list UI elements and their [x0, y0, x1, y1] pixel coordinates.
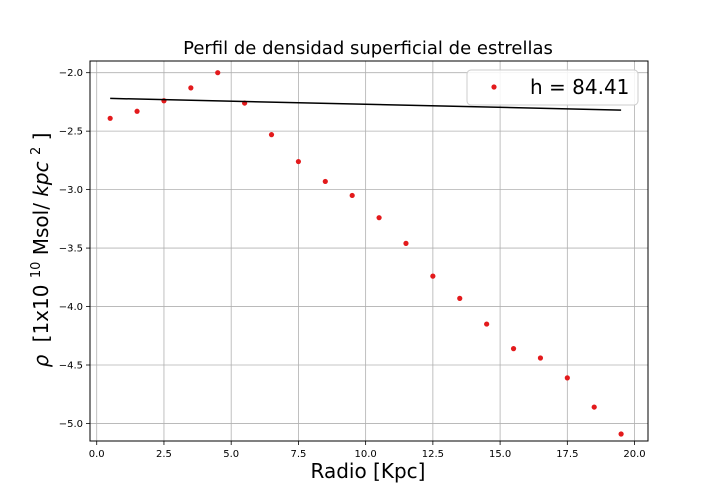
- data-point: [618, 431, 624, 437]
- y-tick-label: −5.0: [59, 419, 83, 430]
- data-point: [564, 375, 570, 381]
- legend: h = 84.41: [466, 69, 639, 106]
- x-tick-label: 12.5: [422, 449, 444, 460]
- data-series: [107, 70, 624, 437]
- x-tick-label: 17.5: [556, 449, 578, 460]
- y-axis-label-prefix: [1x10: [29, 285, 53, 343]
- data-point: [376, 215, 382, 221]
- data-point: [268, 132, 275, 138]
- fit-line: [110, 97, 622, 111]
- x-tick-label: 5.0: [223, 449, 239, 460]
- x-tick-label: 10.0: [355, 449, 377, 460]
- data-point: [215, 70, 221, 76]
- x-tick-label: 7.5: [290, 449, 306, 460]
- data-point: [510, 346, 517, 352]
- y-tick-label: −2.0: [59, 68, 83, 79]
- y-tick-label: −3.0: [59, 185, 83, 196]
- y-axis-label: ρ [1x10 10 Msol/ kpc 2 ]: [21, 133, 53, 368]
- legend-box: [466, 69, 639, 106]
- y-axis-label-exp2: 2: [29, 147, 44, 155]
- data-point: [430, 273, 436, 279]
- x-tick-label: 2.5: [156, 449, 172, 460]
- data-point: [349, 192, 355, 199]
- data-point: [322, 178, 328, 185]
- data-point: [188, 85, 194, 91]
- y-axis-label-suffix: ]: [29, 133, 53, 141]
- plot-area-frame: [89, 60, 649, 442]
- data-point: [457, 295, 463, 301]
- y-axis-label-symbol: ρ: [29, 354, 53, 367]
- data-point: [403, 240, 409, 246]
- legend-marker: [491, 84, 497, 90]
- data-point: [591, 404, 597, 410]
- y-tick-label: −2.5: [59, 127, 83, 138]
- chart-title: Perfil de densidad superficial de estrel…: [183, 38, 553, 59]
- data-point: [134, 108, 140, 114]
- y-tick-label: −3.5: [59, 244, 83, 255]
- y-axis-label-unit: kpc: [29, 161, 53, 196]
- data-point: [537, 355, 544, 361]
- y-axis-label-exp10: 10: [29, 262, 44, 279]
- legend-label: h = 84.41: [530, 75, 629, 99]
- data-point: [484, 321, 490, 327]
- y-tick-label: −4.5: [59, 361, 83, 372]
- grid-lines: [90, 61, 648, 441]
- x-axis-label: Radio [Kpc]: [311, 459, 426, 483]
- x-tick-label: 20.0: [623, 449, 645, 460]
- y-tick-label: −4.0: [59, 302, 83, 313]
- x-tick-label: 0.0: [89, 449, 105, 460]
- y-axis-label-mid: Msol/: [29, 203, 53, 255]
- x-axis-ticks: 0.0 2.5 5.0 7.5 10.0 12.5 15.0 17.5 20.0: [89, 441, 646, 460]
- y-axis-ticks: −2.0 −2.5 −3.0 −3.5 −4.0 −4.5 −5.0: [59, 68, 90, 430]
- data-point: [295, 158, 302, 165]
- data-point: [107, 115, 113, 121]
- x-tick-label: 15.0: [489, 449, 511, 460]
